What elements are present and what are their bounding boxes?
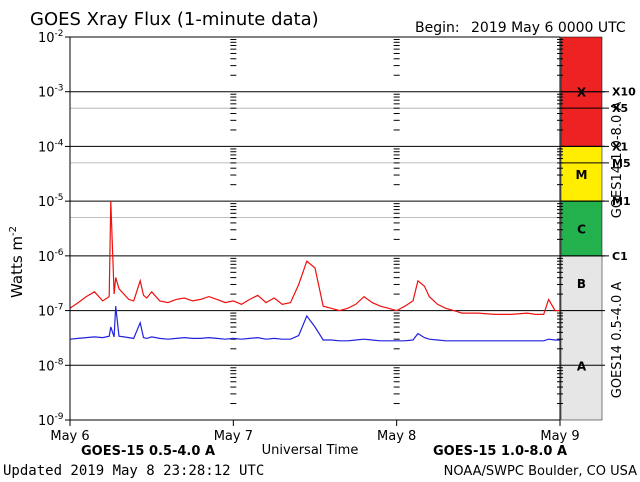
grid-lines bbox=[70, 39, 605, 405]
series-line bbox=[69, 306, 560, 342]
legend: GOES-15 0.5-4.0 A GOES-15 1.0-8.0 A bbox=[81, 444, 567, 459]
right-axis-label: GOES14 0.5-4.0 A bbox=[610, 282, 625, 399]
y-axis-label-text: Watts m bbox=[8, 236, 26, 298]
legend-entry: GOES-15 0.5-4.0 A bbox=[81, 444, 215, 459]
y-tick-label: 10-6 bbox=[38, 248, 64, 265]
threshold-label-m1: M1 bbox=[612, 195, 631, 208]
source-credit: NOAA/SWPC Boulder, CO USA bbox=[444, 464, 637, 479]
x-tick-label: May 8 bbox=[377, 429, 416, 444]
series-line bbox=[69, 201, 560, 315]
class-band-m bbox=[560, 146, 603, 202]
threshold-label-x10: X10 bbox=[612, 86, 636, 99]
legend-entry: GOES-15 1.0-8.0 A bbox=[433, 444, 567, 459]
y-tick-label: 10-7 bbox=[38, 303, 64, 320]
class-threshold-labels: X10 X5 X1 M5 M1 C1 bbox=[561, 86, 636, 263]
plot-frame bbox=[69, 36, 561, 421]
y-tick-label: 10-8 bbox=[38, 357, 64, 374]
x-axis-ticks: May 6 May 7 May 8 May 9 bbox=[50, 420, 580, 444]
class-label-a: A bbox=[577, 359, 587, 373]
y-tick-label: 10-2 bbox=[38, 29, 64, 46]
y-tick-label: 10-3 bbox=[38, 84, 64, 101]
threshold-label-c1: C1 bbox=[612, 250, 628, 263]
class-band-b bbox=[560, 255, 603, 311]
chart-title: GOES Xray Flux (1-minute data) bbox=[30, 9, 319, 30]
y-tick-label: 10-5 bbox=[38, 193, 64, 210]
x-tick-label: May 9 bbox=[540, 429, 579, 444]
right-axis-labels: GOES14 1.0-8.0 A GOES14 0.5-4.0 A bbox=[610, 102, 625, 399]
x-axis-label: Universal Time bbox=[262, 443, 359, 458]
x-tick-label: May 6 bbox=[50, 429, 89, 444]
y-axis-ticks: 10-2 10-3 10-4 10-5 10-6 10-7 10-8 10-9 bbox=[38, 29, 70, 429]
updated-timestamp: Updated 2019 May 8 23:28:12 UTC bbox=[3, 463, 264, 479]
begin-value: 2019 May 6 0000 UTC bbox=[471, 20, 626, 36]
class-label-x: X bbox=[577, 86, 587, 100]
data-series bbox=[69, 201, 560, 342]
y-axis-label-exponent: -2 bbox=[8, 226, 19, 236]
threshold-label-x1: X1 bbox=[612, 140, 628, 153]
begin-label: Begin: bbox=[415, 20, 460, 36]
y-tick-label: 10-4 bbox=[38, 138, 64, 155]
right-axis-label: GOES14 1.0-8.0 A bbox=[610, 102, 625, 219]
threshold-label-m5: M5 bbox=[612, 157, 631, 170]
y-axis-label: Watts m-2 bbox=[8, 226, 26, 298]
svg-text:Watts m-2: Watts m-2 bbox=[8, 226, 26, 298]
class-label-c: C bbox=[577, 223, 586, 237]
x-tick-label: May 7 bbox=[214, 429, 253, 444]
threshold-label-x5: X5 bbox=[612, 102, 628, 115]
y-tick-label: 10-9 bbox=[38, 412, 64, 429]
class-label-m: M bbox=[576, 168, 588, 182]
flare-class-bands: X M C B A bbox=[560, 36, 603, 421]
class-label-b: B bbox=[577, 277, 586, 291]
